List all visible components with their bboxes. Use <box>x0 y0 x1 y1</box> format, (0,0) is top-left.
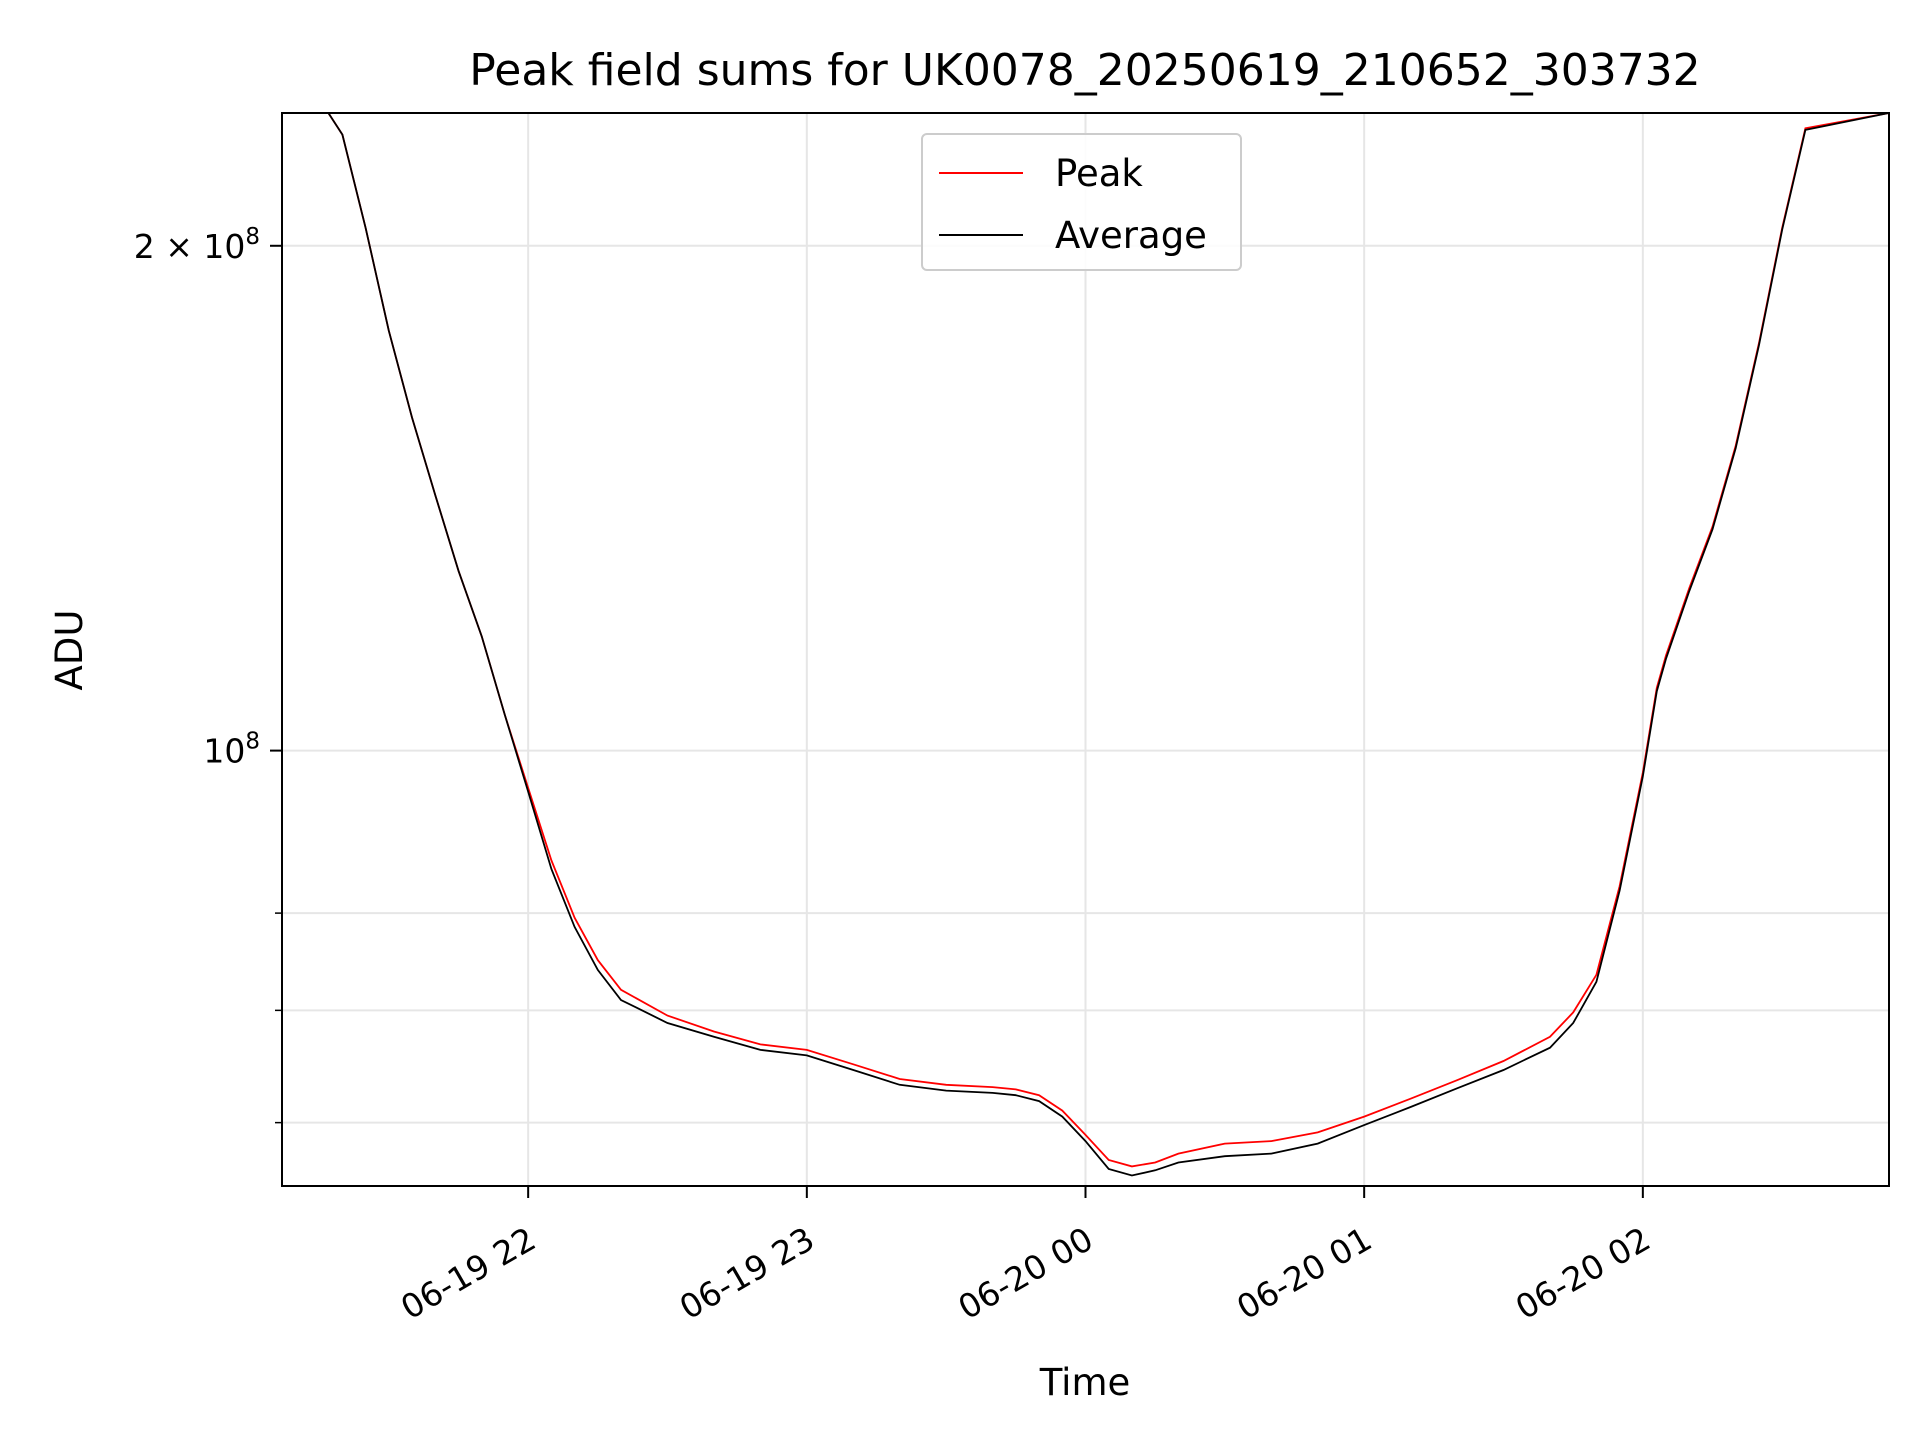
legend-item-average: Average <box>923 213 1207 257</box>
x-tick-label: 06-19 23 <box>673 1219 821 1327</box>
y-tick-label: 2 × 108 <box>134 224 260 266</box>
y-tick-label: 108 <box>203 729 260 771</box>
x-tick-label: 06-19 22 <box>394 1219 542 1327</box>
x-tick-label: 06-20 00 <box>952 1219 1100 1327</box>
axis-ticks: 06-19 22 06-19 23 06-20 00 06-20 01 06-20 02… <box>134 224 1657 1327</box>
series-layer <box>282 113 1889 1177</box>
legend: Peak Average <box>921 133 1242 271</box>
legend-swatch-average <box>939 234 1023 236</box>
grid-lines <box>282 113 1889 1186</box>
legend-label-average: Average <box>1055 213 1207 257</box>
x-axis-label: Time <box>1039 1361 1131 1404</box>
x-tick-label: 06-20 02 <box>1509 1219 1657 1327</box>
legend-label-peak: Peak <box>1055 151 1143 195</box>
legend-item-peak: Peak <box>923 151 1143 195</box>
y-axis-label: ADU <box>48 610 91 691</box>
series-average-line <box>282 113 1889 1177</box>
legend-swatch-peak <box>939 172 1023 174</box>
chart-title: Peak field sums for UK0078_20250619_2106… <box>469 45 1700 96</box>
x-tick-label: 06-20 01 <box>1230 1219 1378 1327</box>
